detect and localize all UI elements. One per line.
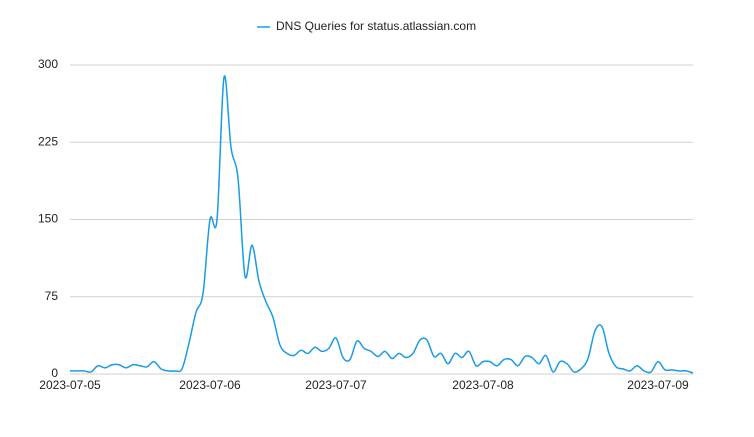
y-tick-label: 75 (45, 289, 59, 303)
legend-label: DNS Queries for status.atlassian.com (276, 19, 476, 33)
y-tick-label: 225 (38, 134, 58, 148)
x-tick-label: 2023-07-09 (627, 378, 689, 392)
y-tick-label: 150 (38, 212, 58, 226)
x-tick-label: 2023-07-08 (452, 378, 514, 392)
x-tick-label: 2023-07-07 (305, 378, 367, 392)
x-tick-label: 2023-07-05 (39, 378, 101, 392)
y-tick-label: 300 (38, 57, 58, 71)
series-line (70, 75, 694, 374)
y-tick-label: 0 (51, 366, 58, 380)
x-tick-label: 2023-07-06 (179, 378, 241, 392)
